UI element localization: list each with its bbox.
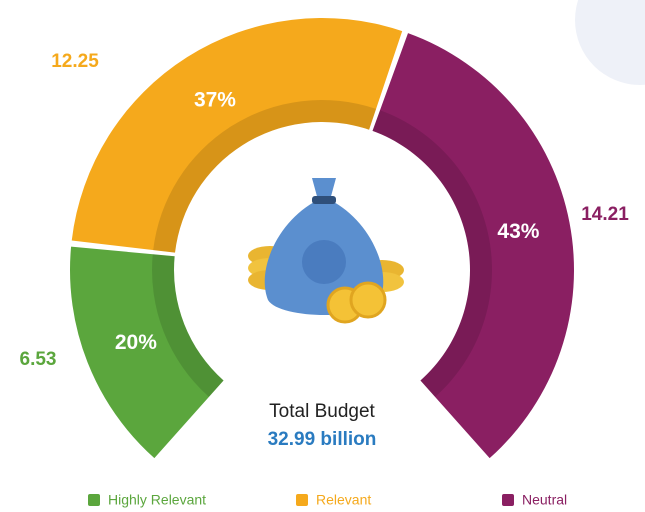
segment [70,246,224,459]
legend-label: Relevant [316,492,371,508]
value-label: 12.25 [51,51,99,72]
legend-label: Neutral [522,492,567,508]
legend-label: Highly Relevant [108,492,206,508]
arcs: 20% 6.53 37% 12.25 43% 14.21 Highly Relevant Re… [20,18,629,508]
legend-swatch [88,494,100,506]
segment [372,33,575,459]
inner-shade [153,100,377,253]
segment [71,18,403,253]
value-label: 6.53 [20,349,57,370]
inner-shade [372,110,493,397]
percent-label: 20% [115,331,157,354]
legend-swatch [502,494,514,506]
inner-shade [151,254,224,397]
center-value: 32.99 billion [268,429,377,450]
center-label: Total Budget [269,401,375,422]
value-label: 14.21 [581,204,629,225]
money-bag-icon [248,178,404,324]
percent-label: 43% [497,220,539,243]
legend-swatch [296,494,308,506]
percent-label: 37% [194,89,236,112]
background-shape [575,0,645,85]
